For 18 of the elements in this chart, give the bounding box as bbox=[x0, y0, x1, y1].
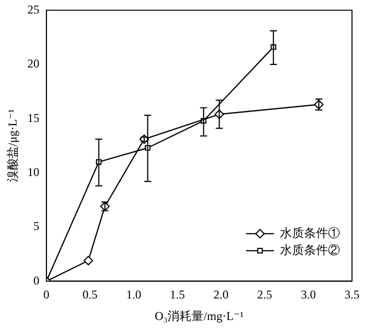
y-tick-label: 20 bbox=[27, 56, 40, 71]
x-tick-label: 1.0 bbox=[126, 288, 142, 302]
x-tick-label: 0.5 bbox=[82, 288, 98, 302]
y-tick-label: 5 bbox=[33, 219, 40, 234]
x-tick-label: 1.5 bbox=[170, 288, 185, 302]
y-tick-label: 15 bbox=[27, 110, 40, 125]
y-tick-label: 0 bbox=[33, 273, 40, 288]
x-tick-label: 2.5 bbox=[257, 288, 272, 302]
x-tick-label: 2.0 bbox=[214, 288, 229, 302]
x-tick-label: 0 bbox=[43, 288, 50, 302]
legend-label: 水质条件① bbox=[280, 226, 340, 240]
y-tick-label: 25 bbox=[27, 2, 40, 16]
x-axis-title: O₃消耗量/mg·L⁻¹ bbox=[154, 308, 244, 323]
y-axis-title: 溴酸盐/μg·L⁻¹ bbox=[5, 108, 20, 182]
y-tick-label: 10 bbox=[27, 164, 40, 179]
x-tick-label: 3.5 bbox=[344, 288, 360, 302]
legend-label: 水质条件② bbox=[280, 242, 340, 257]
x-tick-label: 3.0 bbox=[300, 288, 316, 302]
